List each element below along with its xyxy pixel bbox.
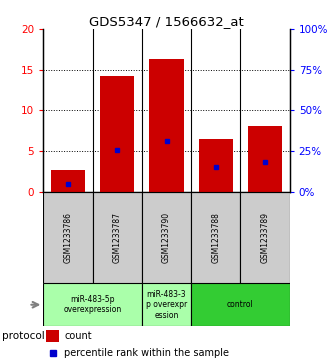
Text: count: count (64, 331, 92, 340)
Text: miR-483-3
p overexpr
ession: miR-483-3 p overexpr ession (146, 290, 187, 320)
Bar (46, 330, 59, 342)
Text: GSM1233787: GSM1233787 (113, 212, 122, 263)
Text: control: control (227, 300, 254, 309)
Text: GSM1233788: GSM1233788 (211, 212, 220, 263)
Bar (43, 192, 93, 283)
Text: protocol: protocol (2, 331, 44, 341)
Bar (248, 126, 282, 192)
Bar (191, 192, 240, 283)
Bar (149, 59, 184, 192)
Bar (142, 283, 191, 326)
Bar (43, 283, 142, 326)
Text: GSM1233786: GSM1233786 (63, 212, 73, 263)
Bar (191, 283, 290, 326)
Text: percentile rank within the sample: percentile rank within the sample (64, 348, 229, 358)
Bar (142, 192, 191, 283)
Text: GSM1233790: GSM1233790 (162, 212, 171, 263)
Title: GDS5347 / 1566632_at: GDS5347 / 1566632_at (89, 15, 244, 28)
Bar (100, 76, 135, 192)
Bar (51, 170, 85, 192)
Bar (93, 192, 142, 283)
Bar (198, 139, 233, 192)
Bar (240, 192, 290, 283)
Text: GSM1233789: GSM1233789 (260, 212, 270, 263)
Text: miR-483-5p
overexpression: miR-483-5p overexpression (64, 295, 122, 314)
